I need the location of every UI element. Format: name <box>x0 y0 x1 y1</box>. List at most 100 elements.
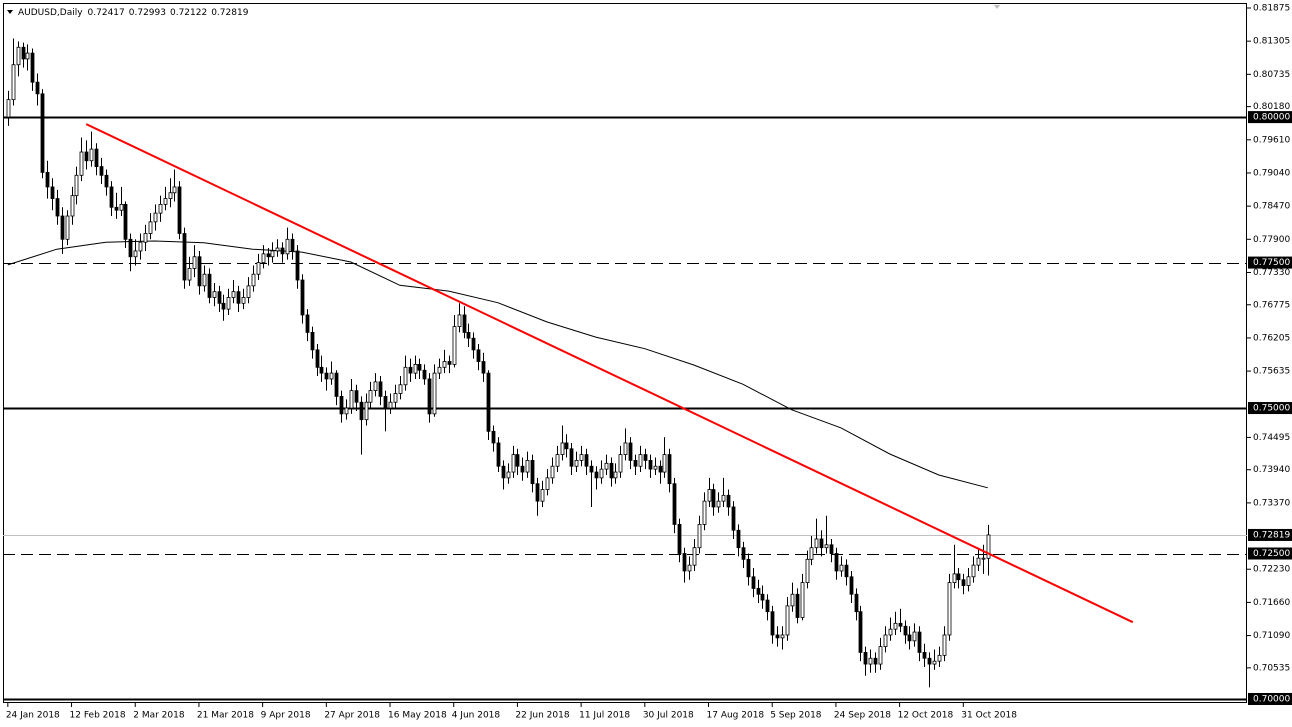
candle-body <box>937 654 942 662</box>
candle-body <box>844 564 849 578</box>
candle-body <box>266 253 271 258</box>
candle-body <box>878 646 883 665</box>
x-tick-label: 4 Jun 2018 <box>452 711 501 721</box>
candle-body <box>756 588 761 595</box>
candle-body <box>368 390 373 403</box>
x-tick-label: 30 Jul 2018 <box>643 711 694 721</box>
candle-body <box>79 151 84 176</box>
candle-body <box>579 454 584 461</box>
candle-body <box>947 582 952 636</box>
price-label: 0.72819 <box>1253 530 1290 540</box>
candle-body <box>109 186 114 208</box>
candle-body <box>599 468 604 479</box>
candle-body <box>491 430 496 444</box>
candle-body <box>417 364 422 371</box>
candle-body <box>359 401 364 421</box>
candle-body <box>858 611 863 653</box>
x-tick-label: 12 Oct 2018 <box>898 711 954 721</box>
candle-body <box>956 573 961 581</box>
candle-body <box>525 460 530 473</box>
trend-line <box>85 123 1134 624</box>
y-tick-label: 0.81875 <box>1253 4 1290 14</box>
candle-body <box>466 332 471 339</box>
candle-body <box>854 593 859 613</box>
candle-body <box>339 396 344 415</box>
candle-body <box>187 267 192 281</box>
candle-body <box>903 625 908 636</box>
candle-body <box>476 349 481 362</box>
y-tick-label: 0.73370 <box>1253 498 1290 508</box>
candle-body <box>868 657 873 665</box>
candle-body <box>922 652 927 659</box>
candle-body <box>883 634 888 648</box>
x-tick-label: 5 Sep 2018 <box>770 711 822 721</box>
candle-body <box>971 564 976 578</box>
y-tick-label: 0.76205 <box>1253 333 1290 343</box>
candle-body <box>207 273 212 298</box>
candle-body <box>746 558 751 578</box>
candle-body <box>667 454 672 485</box>
candle-body <box>290 238 295 252</box>
candle-body <box>403 366 408 386</box>
moving-average <box>7 240 988 489</box>
candle-body <box>45 171 50 188</box>
candle-body <box>70 195 75 217</box>
price-label-box <box>1248 528 1292 541</box>
candle-body <box>780 634 785 639</box>
candle-body <box>182 233 187 281</box>
candle-body <box>354 390 359 403</box>
y-tick-label: 0.70535 <box>1253 663 1290 673</box>
candle-body <box>123 203 128 240</box>
candle-body <box>981 557 986 560</box>
header-low: 0.72122 <box>170 8 207 18</box>
candle-body <box>986 534 991 559</box>
candle-body <box>138 241 143 252</box>
candle-body <box>545 477 550 490</box>
candle-body <box>555 454 560 467</box>
candle-body <box>560 442 565 455</box>
candle-body <box>515 454 520 467</box>
level-label: 0.70000 <box>1253 694 1290 704</box>
candle-body <box>628 442 633 461</box>
candle-body <box>726 494 731 508</box>
y-tick-label: 0.71660 <box>1253 598 1290 608</box>
level-label: 0.80000 <box>1253 113 1290 123</box>
candle-body <box>530 460 535 485</box>
x-tick-label: 16 May 2018 <box>388 711 447 721</box>
candle-body <box>506 471 511 479</box>
candle-body <box>658 465 663 473</box>
candle-body <box>633 460 638 467</box>
candle-body <box>770 611 775 636</box>
candle-body <box>89 148 94 162</box>
candle-body <box>310 332 315 351</box>
candle-body <box>202 273 207 287</box>
candle-body <box>888 628 893 636</box>
y-tick-label: 0.74495 <box>1253 433 1290 443</box>
candle-body <box>349 390 354 409</box>
candle-body <box>672 483 677 525</box>
candle-body <box>40 93 45 173</box>
x-tick-label: 9 Apr 2018 <box>261 711 311 721</box>
candle-body <box>251 273 256 287</box>
candle-body <box>584 454 589 467</box>
level-label: 0.75000 <box>1253 404 1290 414</box>
candle-body <box>99 166 104 176</box>
candle-body <box>834 553 839 572</box>
candle-body <box>932 660 937 665</box>
candle-body <box>775 634 780 639</box>
candle-body <box>285 238 290 255</box>
candle-body <box>839 564 844 572</box>
candle-body <box>520 465 525 473</box>
candle-body <box>256 262 261 275</box>
candle-body <box>682 553 687 572</box>
y-tick-label: 0.80180 <box>1253 102 1290 112</box>
candle-body <box>731 506 736 531</box>
candle-body <box>471 337 476 351</box>
candle-body <box>422 369 427 380</box>
candle-body <box>824 544 829 549</box>
candle-body <box>785 605 790 636</box>
candle-body <box>819 538 824 549</box>
candle-body <box>692 547 697 566</box>
candle-body <box>760 593 765 601</box>
y-tick-label: 0.71090 <box>1253 631 1290 641</box>
